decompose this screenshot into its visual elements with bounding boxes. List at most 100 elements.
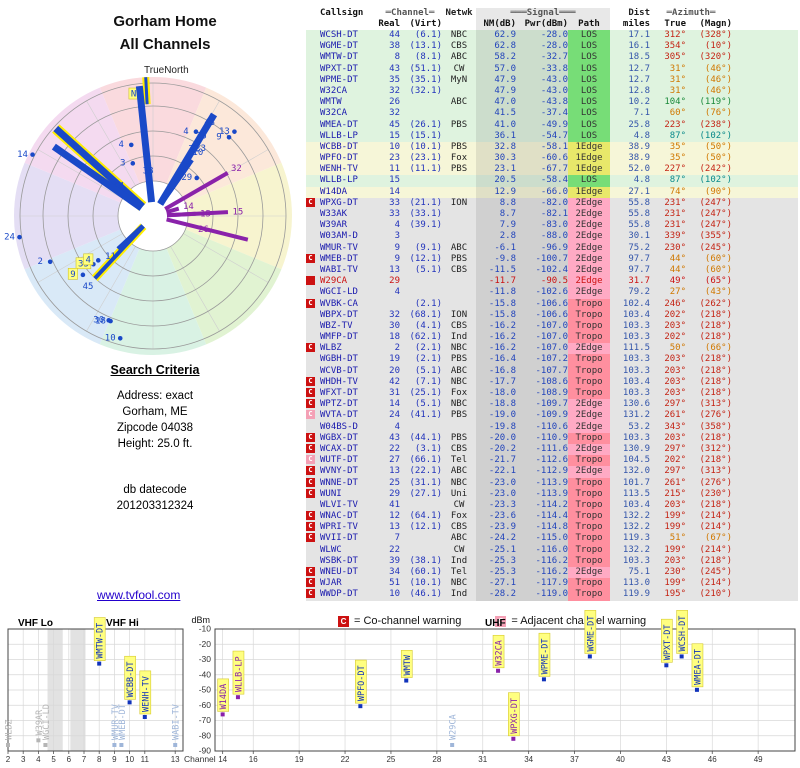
callsign[interactable]: WCVB-DT — [320, 365, 358, 376]
header-virt: (Virt) — [409, 19, 442, 29]
warning-cell: C — [306, 432, 320, 444]
az-magn: (214°) — [699, 578, 732, 589]
station-marker — [541, 677, 546, 682]
callsign[interactable]: W33AK — [320, 209, 348, 219]
callsign[interactable]: WLVI-TV — [320, 499, 358, 510]
az-true: 203° — [664, 388, 686, 398]
callsign[interactable]: WPFO-DT — [320, 153, 358, 164]
az-magn: (312°) — [699, 443, 732, 454]
callsign[interactable]: W03AM-D — [320, 231, 358, 242]
callsign[interactable]: WNEU-DT — [320, 567, 358, 577]
callsign[interactable]: WBZ-TV — [320, 320, 353, 331]
radar-dot — [226, 134, 232, 140]
callsign[interactable]: WMTW — [320, 97, 342, 108]
callsign[interactable]: WBPX-DT — [320, 309, 358, 320]
channel-virt: (39.1) — [409, 220, 442, 231]
callsign[interactable]: WVII-DT — [320, 533, 358, 544]
callsign[interactable]: WLLB-LP — [320, 130, 358, 141]
callsign[interactable]: WVNY-DT — [320, 466, 358, 477]
callsign[interactable]: WLWC — [320, 544, 342, 555]
path: 2Edge — [568, 220, 610, 232]
radar-label: 32 — [231, 164, 242, 174]
warning-cell — [306, 287, 320, 298]
callsign[interactable]: WFXT-DT — [320, 388, 358, 398]
network: MyN — [450, 74, 468, 85]
station-label: WPFO-DT — [355, 659, 367, 704]
warning-cell: C — [306, 197, 320, 209]
dist-miles: 55.8 — [628, 197, 650, 208]
callsign[interactable]: WABI-TV — [320, 264, 358, 275]
channel-virt — [400, 97, 442, 108]
callsign[interactable]: WPME-DT — [320, 74, 358, 85]
table-row: WLLB-LP 15 20.5 -58.4 LOS 4.8 87° (102°) — [306, 175, 798, 187]
pwr-dbm: -49.9 — [516, 119, 568, 131]
callsign[interactable]: WNAC-DT — [320, 511, 358, 522]
svg-text:3: 3 — [21, 755, 26, 764]
az-magn: (214°) — [699, 544, 732, 555]
callsign[interactable]: WPTZ-DT — [320, 399, 358, 410]
dist-miles: 130.6 — [622, 399, 650, 410]
callsign[interactable]: W39AR — [320, 220, 348, 231]
nm-db: -23.0 — [476, 477, 516, 489]
dist-miles: 103.3 — [622, 320, 650, 331]
dist-miles: 10.2 — [628, 97, 650, 108]
station-label: WMEA-DT — [691, 643, 703, 688]
channel-virt: (12.1) — [409, 522, 442, 533]
callsign[interactable]: WENH-TV — [320, 164, 358, 175]
radar-label: 44 — [113, 181, 124, 191]
path: LOS — [568, 97, 610, 109]
callsign[interactable]: WMTW-DT — [320, 52, 358, 63]
callsign[interactable]: WMFP-DT — [320, 332, 358, 343]
callsign[interactable]: WPRI-TV — [320, 522, 358, 533]
callsign[interactable]: WPXT-DT — [320, 63, 358, 74]
callsign[interactable]: WSBK-DT — [320, 555, 358, 566]
nm-db: 2.8 — [476, 231, 516, 243]
tvfool-link[interactable]: www.tvfool.com — [97, 588, 181, 602]
callsign[interactable]: WCSH-DT — [320, 30, 358, 40]
pwr-dbm: -112.6 — [516, 455, 568, 467]
callsign[interactable]: W29CA — [320, 276, 348, 287]
callsign[interactable]: WGBX-DT — [320, 432, 358, 443]
dist-miles: 111.5 — [622, 343, 650, 354]
callsign[interactable]: W04BS-D — [320, 421, 358, 432]
callsign[interactable]: W14DA — [320, 186, 348, 197]
pwr-dbm: -109.7 — [516, 399, 568, 411]
callsign[interactable]: WUNI — [320, 488, 342, 499]
callsign[interactable]: WVBK-CA — [320, 298, 358, 309]
az-magn: (102°) — [699, 130, 732, 141]
channel-virt: (27.1) — [409, 488, 442, 499]
callsign[interactable]: WMEA-DT — [320, 119, 358, 130]
callsign[interactable]: WGME-DT — [320, 41, 358, 52]
callsign[interactable]: WGCI-LD — [320, 287, 358, 298]
callsign[interactable]: WCBB-DT — [320, 141, 358, 152]
nm-db: 32.8 — [476, 141, 516, 154]
callsign[interactable]: WHDH-TV — [320, 376, 358, 387]
callsign[interactable]: WCAX-DT — [320, 443, 358, 454]
az-true: 312° — [664, 30, 686, 40]
callsign[interactable]: W32CA — [320, 85, 348, 96]
callsign[interactable]: W32CA — [320, 108, 348, 119]
station-label: WENH-TV — [139, 670, 151, 715]
svg-text:30: 30 — [93, 316, 104, 326]
callsign[interactable]: WJAR — [320, 578, 342, 589]
callsign[interactable]: WGBH-DT — [320, 354, 358, 365]
channel-virt: (35.1) — [409, 74, 442, 85]
station-label: WABI-TV — [172, 704, 182, 740]
nm-db: 30.3 — [476, 153, 516, 165]
channel-virt: (46.1) — [409, 589, 442, 600]
callsign[interactable]: WLLB-LP — [320, 175, 358, 186]
callsign[interactable]: WNNE-DT — [320, 477, 358, 488]
callsign[interactable]: WPXG-DT — [320, 197, 358, 208]
callsign[interactable]: WVTA-DT — [320, 410, 358, 421]
az-magn: (245°) — [699, 567, 732, 577]
path: Tropo — [568, 544, 610, 556]
callsign[interactable]: WMUR-TV — [320, 242, 358, 253]
dist-miles: 132.2 — [622, 511, 650, 522]
station-label: WMEB-DT — [118, 704, 128, 740]
callsign[interactable]: WUTF-DT — [320, 455, 358, 466]
channel-virt: (33.1) — [409, 209, 442, 219]
warning-cell — [306, 175, 320, 186]
callsign[interactable]: WWDP-DT — [320, 589, 358, 600]
callsign[interactable]: WLBZ — [320, 343, 342, 354]
callsign[interactable]: WMEB-DT — [320, 253, 358, 264]
